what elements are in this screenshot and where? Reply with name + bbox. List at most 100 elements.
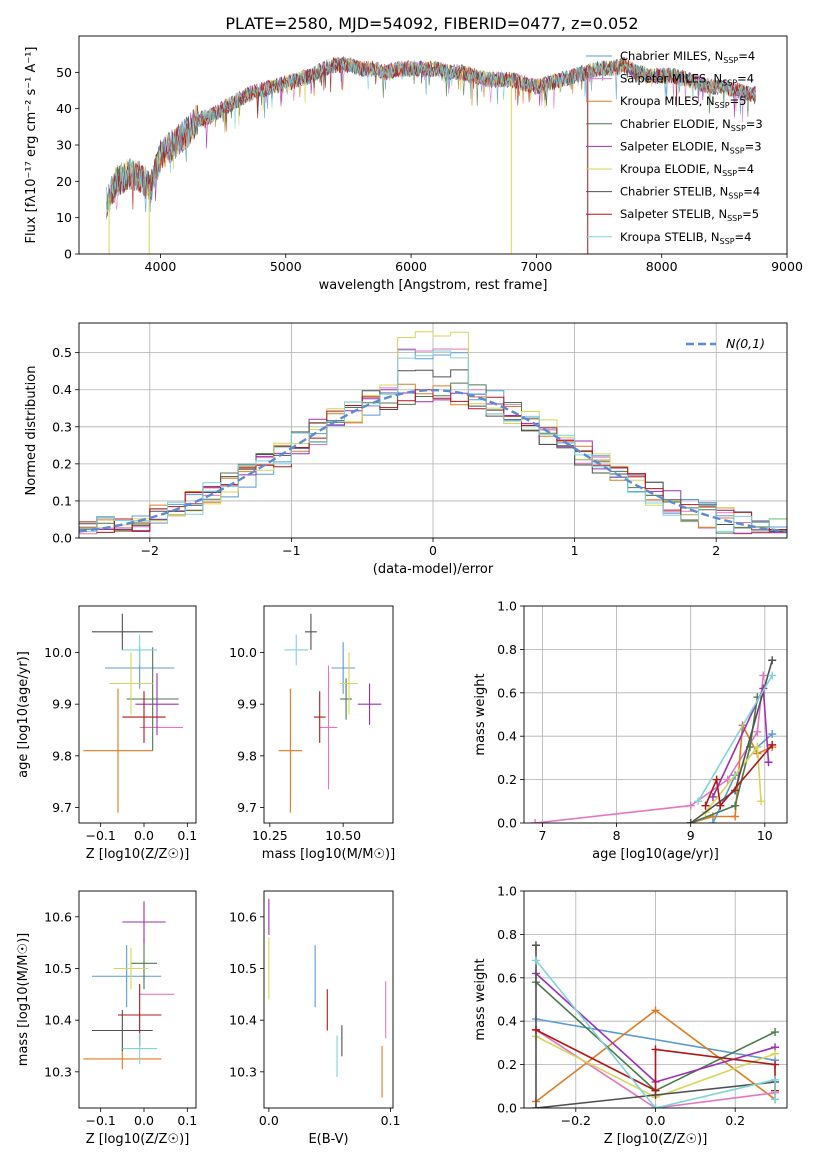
- x-tick-label: 9: [687, 828, 695, 843]
- legend-entry: N(0,1): [726, 336, 765, 351]
- y-tick-label: 1.0: [497, 599, 517, 614]
- x-tick-label: 0.0: [646, 1113, 666, 1128]
- x-tick-label: −0.1: [85, 828, 115, 843]
- weight-marker: [771, 1095, 780, 1104]
- axes-frame: [523, 605, 788, 824]
- axes-frame: [523, 890, 788, 1109]
- normal-curve: [79, 388, 787, 533]
- weight-marker: [768, 730, 777, 739]
- y-tick-label: 10.3: [229, 1064, 257, 1079]
- x-axis-label: wavelength [Angstrom, rest frame]: [319, 278, 548, 293]
- weight-line: [535, 959, 776, 1108]
- legend-entry: Chabrier MILES, NSSP=4: [620, 49, 755, 65]
- plot-area: [83, 613, 183, 813]
- legend-value: =4: [737, 72, 754, 86]
- plot-area: [524, 606, 787, 823]
- weight-marker: [712, 775, 721, 784]
- weight-marker: [531, 819, 540, 823]
- weight-marker: [768, 671, 777, 680]
- legend-value: =4: [743, 185, 760, 199]
- x-tick-label: 7000: [520, 259, 552, 274]
- weight-marker: [651, 1086, 660, 1095]
- weight-marker: [771, 1028, 780, 1037]
- weight-marker: [686, 819, 695, 823]
- axes-frame: [78, 605, 197, 824]
- x-axis-label: age [log10(age/yr)]: [592, 847, 719, 862]
- weight-line: [704, 744, 773, 808]
- legend-subscript: SSP: [720, 237, 735, 246]
- weight-marker: [531, 1104, 540, 1108]
- figure-title: PLATE=2580, MJD=54092, FIBERID=0477, z=0…: [225, 14, 638, 33]
- y-tick-label: 0.8: [497, 642, 517, 657]
- y-tick-label: 10.5: [229, 961, 257, 976]
- x-axis-label: (data-model)/error: [373, 562, 494, 577]
- x-tick-label: 4000: [145, 259, 177, 274]
- weight-marker: [651, 1104, 660, 1108]
- y-tick-label: 0.2: [497, 1057, 517, 1072]
- x-tick-label: −2: [141, 543, 159, 558]
- weight-line: [697, 674, 773, 802]
- y-tick-label: 10.4: [229, 1013, 257, 1028]
- y-axis-label: Normed distribution: [24, 366, 39, 496]
- weight-marker: [759, 671, 768, 680]
- legend-subscript: SSP: [731, 124, 746, 133]
- y-tick-label: 10.6: [44, 909, 72, 924]
- weight-marker: [708, 819, 717, 823]
- plot-area: [79, 323, 787, 538]
- weight-marker: [757, 797, 766, 806]
- y-tick-label: 9.8: [237, 748, 257, 763]
- legend: Chabrier MILES, NSSP=4 Salpeter MILES, NS…: [586, 49, 763, 246]
- x-tick-label: 5000: [270, 259, 302, 274]
- x-tick-label: 0: [429, 543, 437, 558]
- axes-frame: [78, 35, 788, 255]
- y-tick-label: 0.4: [497, 1014, 517, 1029]
- weight-marker: [686, 801, 695, 810]
- panel-age_vs_Z: −0.1 0.0 0.1 9.7 9.8 9.9 10.0 Z [log10(Z/Z☉)] ag…: [16, 605, 197, 862]
- weight-marker: [731, 801, 740, 810]
- y-tick-label: 9.7: [52, 800, 72, 815]
- y-tick-label: 0.6: [497, 685, 517, 700]
- x-tick-label: 10: [757, 828, 773, 843]
- y-tick-label: 9.9: [237, 697, 257, 712]
- y-tick-label: 0.1: [52, 493, 72, 508]
- axes-frame: [78, 322, 788, 539]
- x-axis-label: E(B-V): [308, 1132, 348, 1147]
- plot-area: [83, 901, 175, 1070]
- weight-marker: [531, 956, 540, 965]
- y-tick-label: 0.0: [52, 531, 72, 546]
- axes-frame: [263, 890, 394, 1109]
- x-tick-label: 10.25: [252, 828, 288, 843]
- legend-entry: Kroupa ELODIE, NSSP=4: [620, 162, 754, 178]
- weight-marker: [694, 797, 703, 806]
- y-tick-label: 10: [56, 210, 72, 225]
- x-axis-label: Z [log10(Z/Z☉)]: [86, 847, 190, 862]
- weight-marker: [708, 792, 717, 801]
- y-tick-label: 0.2: [52, 456, 72, 471]
- weight-marker: [771, 1049, 780, 1058]
- x-tick-label: 0.1: [177, 1113, 197, 1128]
- weight-marker: [764, 758, 773, 767]
- legend-subscript: SSP: [730, 146, 745, 155]
- x-tick-label: 10.50: [325, 828, 361, 843]
- y-tick-label: 10.0: [44, 645, 72, 660]
- weight-marker: [651, 1045, 660, 1054]
- axes-frame: [263, 605, 394, 824]
- y-tick-label: 10.4: [44, 1013, 72, 1028]
- x-axis-label: Z [log10(Z/Z☉)]: [86, 1132, 190, 1147]
- y-tick-label: 40: [56, 101, 72, 116]
- y-tick-label: 20: [56, 174, 72, 189]
- weight-marker: [753, 743, 762, 752]
- x-tick-label: 0.1: [381, 1113, 401, 1128]
- legend-value: =4: [737, 162, 754, 176]
- weight-line: [690, 696, 759, 823]
- legend-value: =3: [746, 117, 763, 131]
- legend-entry: Salpeter STELIB, NSSP=5: [620, 207, 759, 223]
- y-axis-label: mass weight: [473, 673, 488, 755]
- weight-marker: [701, 801, 710, 810]
- y-tick-label: 10.6: [229, 909, 257, 924]
- x-tick-label: 0.1: [177, 828, 197, 843]
- legend-subscript: SSP: [723, 56, 738, 65]
- y-tick-label: 10.5: [44, 961, 72, 976]
- y-tick-label: 0.4: [497, 729, 517, 744]
